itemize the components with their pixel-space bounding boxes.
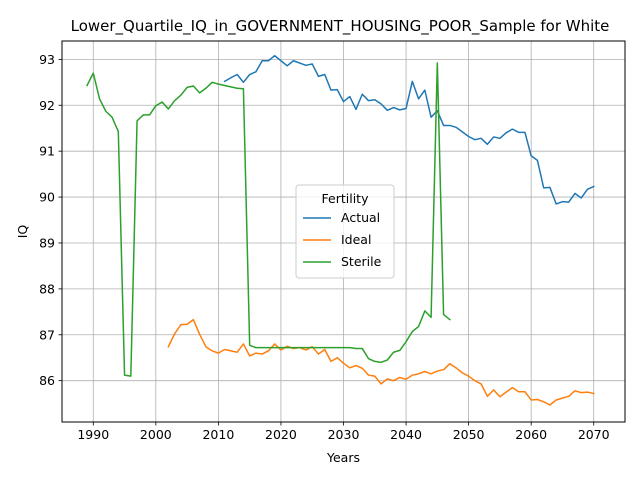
x-tick-label: 2050 xyxy=(453,427,485,442)
legend-label-actual: Actual xyxy=(341,210,380,225)
x-tick-label: 2060 xyxy=(515,427,547,442)
x-tick-label: 2000 xyxy=(140,427,172,442)
y-axis-label: IQ xyxy=(15,225,30,239)
x-tick-label: 2010 xyxy=(202,427,234,442)
y-tick-label: 87 xyxy=(39,327,55,342)
x-axis-label: Years xyxy=(326,450,360,465)
legend-label-sterile: Sterile xyxy=(341,254,382,269)
x-tick-label: 1990 xyxy=(77,427,109,442)
x-tick-label: 2030 xyxy=(328,427,360,442)
legend: Fertility Actual Ideal Sterile xyxy=(296,185,394,278)
legend-title: Fertility xyxy=(322,191,370,206)
x-tick-label: 2040 xyxy=(390,427,422,442)
y-tick-label: 90 xyxy=(39,190,55,205)
y-tick-label: 92 xyxy=(39,98,55,113)
y-tick-label: 91 xyxy=(39,144,55,159)
x-tick-label: 2070 xyxy=(578,427,610,442)
chart-title: Lower_Quartile_IQ_in_GOVERNMENT_HOUSING_… xyxy=(71,17,610,36)
y-tick-label: 88 xyxy=(39,281,55,296)
y-tick-label: 89 xyxy=(39,235,55,250)
x-tick-label: 2020 xyxy=(265,427,297,442)
y-tick-label: 86 xyxy=(39,373,55,388)
legend-label-ideal: Ideal xyxy=(341,232,371,247)
y-tick-label: 93 xyxy=(39,52,55,67)
